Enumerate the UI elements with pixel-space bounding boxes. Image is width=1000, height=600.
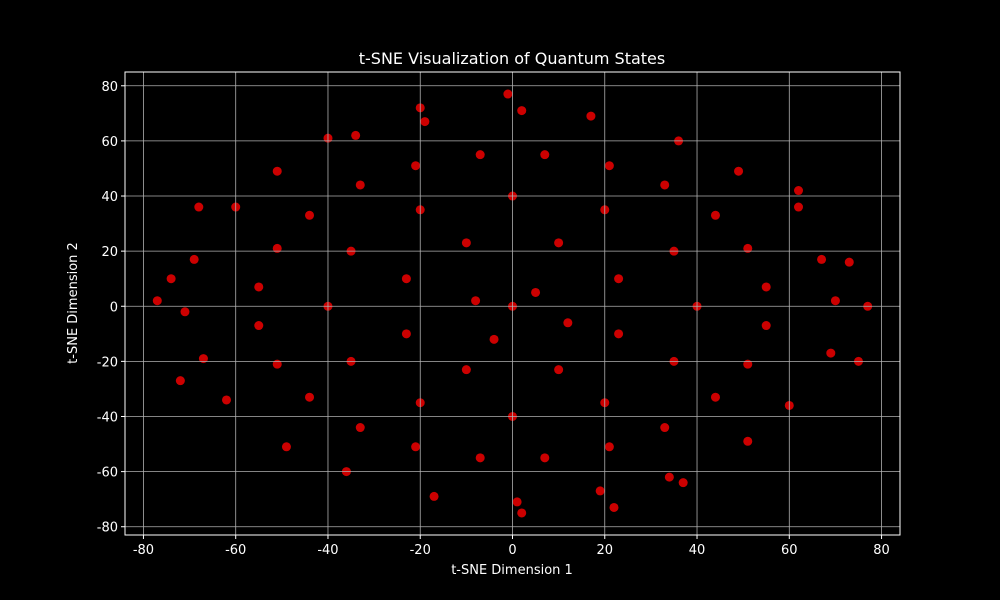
point: [826, 348, 836, 358]
point: [254, 282, 264, 292]
x-tick-label: 0: [508, 543, 516, 558]
y-tick-label: 20: [101, 245, 118, 260]
point: [761, 282, 771, 292]
point: [489, 334, 499, 344]
point: [254, 321, 264, 331]
point: [794, 186, 804, 196]
point: [411, 442, 421, 452]
point: [743, 359, 753, 369]
y-tick-label: -80: [97, 521, 118, 536]
point: [401, 329, 411, 339]
point: [517, 508, 527, 518]
point: [166, 274, 176, 284]
x-axis-label: t-SNE Dimension 1: [451, 563, 573, 578]
point: [734, 166, 744, 176]
x-tick-label: -80: [133, 543, 154, 558]
plot-frame: [124, 71, 901, 536]
x-tick-label: 40: [689, 543, 706, 558]
x-tick-label: -60: [225, 543, 246, 558]
x-tick-label: -40: [317, 543, 338, 558]
point: [710, 392, 720, 402]
point: [180, 307, 190, 317]
point: [660, 423, 670, 433]
point: [175, 376, 185, 386]
point: [194, 202, 204, 212]
point: [531, 287, 541, 297]
point: [461, 365, 471, 375]
point: [554, 238, 564, 248]
point: [221, 395, 231, 405]
point: [471, 296, 481, 306]
point: [475, 150, 485, 160]
y-tick-label: 60: [101, 135, 118, 150]
point: [355, 180, 365, 190]
point: [554, 365, 564, 375]
point: [664, 472, 674, 482]
point: [272, 166, 282, 176]
point: [189, 254, 199, 264]
point: [475, 453, 485, 463]
point: [420, 117, 430, 127]
point: [355, 423, 365, 433]
y-tick-label: 80: [101, 80, 118, 95]
point: [586, 111, 596, 121]
point: [609, 502, 619, 512]
y-tick-label: -20: [97, 355, 118, 370]
y-axis-label: t-SNE Dimension 2: [66, 242, 81, 364]
y-tick-label: 0: [110, 300, 118, 315]
point: [272, 243, 282, 253]
point: [710, 210, 720, 220]
point: [411, 161, 421, 171]
chart-title: t-SNE Visualization of Quantum States: [359, 49, 665, 68]
point: [743, 243, 753, 253]
x-tick-label: 80: [873, 543, 890, 558]
point: [429, 491, 439, 501]
point: [563, 318, 573, 328]
point: [461, 238, 471, 248]
point: [794, 202, 804, 212]
point: [512, 497, 522, 507]
y-tick-label: -40: [97, 410, 118, 425]
point: [272, 359, 282, 369]
point: [660, 180, 670, 190]
point: [305, 210, 315, 220]
x-tick-label: 20: [596, 543, 613, 558]
point: [844, 257, 854, 267]
x-tick-label: -20: [410, 543, 431, 558]
point: [540, 453, 550, 463]
point: [678, 478, 688, 488]
x-tick-label: 60: [781, 543, 798, 558]
point: [517, 106, 527, 116]
point: [614, 274, 624, 284]
point: [595, 486, 605, 496]
point: [281, 442, 291, 452]
y-tick-label: -60: [97, 466, 118, 481]
point: [761, 321, 771, 331]
point: [817, 254, 827, 264]
point: [743, 436, 753, 446]
point: [604, 161, 614, 171]
point: [401, 274, 411, 284]
point: [604, 442, 614, 452]
point: [614, 329, 624, 339]
y-tick-label: 40: [101, 190, 118, 205]
point: [152, 296, 162, 306]
point: [351, 130, 361, 140]
point: [198, 354, 208, 364]
point: [305, 392, 315, 402]
point: [540, 150, 550, 160]
point: [830, 296, 840, 306]
point: [503, 89, 513, 99]
